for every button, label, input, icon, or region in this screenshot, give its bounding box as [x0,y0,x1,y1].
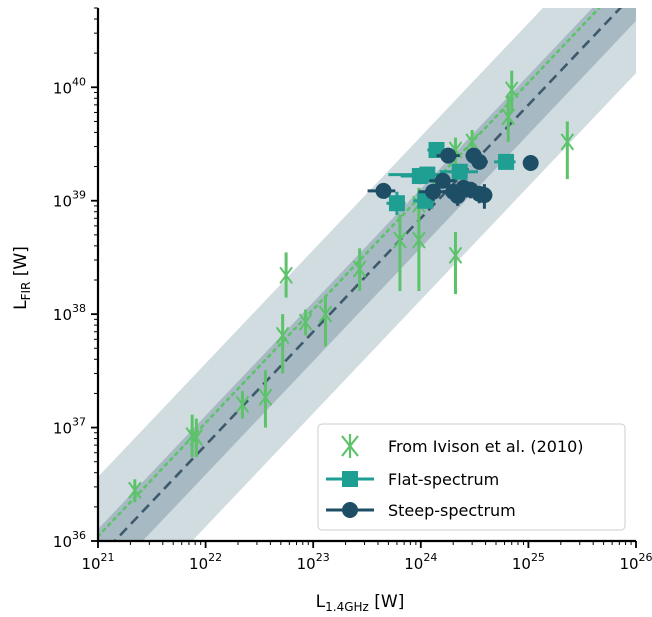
legend-marker-steep [342,502,358,518]
marker-x [560,132,575,151]
data-points [128,70,575,503]
point-steep-2 [429,172,456,189]
marker-circle [425,183,442,200]
marker-x [393,231,407,250]
series-steep [367,147,539,209]
legend-entry-steep: Steep-spectrum [326,501,516,520]
point-flat-2 [388,166,443,183]
point-ivison-4 [258,370,273,428]
marker-x [504,80,519,99]
x-tick-label: 1023 [297,551,330,573]
legend-marker-flat [342,471,358,487]
marker-x [258,388,273,407]
x-tick-label: 1024 [404,551,437,573]
marker-x [275,326,290,345]
marker-circle [471,153,488,170]
point-flat-0 [386,191,406,215]
marker-circle [440,147,457,164]
point-steep-3 [436,147,460,164]
legend-label-flat: Flat-spectrum [388,470,499,489]
point-ivison-0 [128,479,142,503]
marker-x [279,266,293,285]
point-ivison-10 [393,214,407,291]
point-ivison-6 [279,252,293,298]
point-ivison-13 [448,231,463,295]
x-tick-label: 1021 [81,551,114,573]
marker-circle [434,172,451,189]
x-axis-label: L1.4GHz [W] [316,592,405,614]
marker-x [352,260,367,279]
dashed-fit-line [112,8,623,541]
y-axis-ticks: 1036 1037 1038 1039 1040 [53,7,98,551]
point-ivison-2 [189,418,204,458]
legend-entry-flat: Flat-spectrum [326,470,499,489]
y-axis-label: LFIR [W] [11,246,33,310]
legend-label-ivison: From Ivison et al. (2010) [388,437,584,456]
point-ivison-18 [560,121,575,180]
marker-circle [476,187,493,204]
y-tick-label: 1036 [53,529,86,551]
point-ivison-7 [298,309,313,336]
marker-circle [522,155,539,172]
point-flat-5 [439,163,478,180]
x-tick-label: 1025 [512,551,545,573]
legend: From Ivison et al. (2010) Flat-spectrum … [317,423,626,531]
point-ivison-8 [318,295,333,347]
point-ivison-5 [275,314,290,374]
marker-square [419,166,436,183]
legend-box [317,423,626,531]
x-tick-label: 1026 [619,551,652,573]
point-flat-6 [494,153,516,170]
x-tick-label: 1022 [189,551,222,573]
marker-x [128,481,142,500]
legend-entry-ivison: From Ivison et al. (2010) [341,434,584,458]
legend-label-steep: Steep-spectrum [388,501,516,520]
point-ivison-17 [504,70,519,113]
x-axis-ticks: 1021 1022 1023 1024 1025 1026 [81,541,652,573]
marker-square [451,163,468,180]
point-steep-1 [418,183,446,201]
y-tick-label: 1037 [53,416,86,438]
marker-square [498,153,515,170]
legend-marker-ivison [341,434,359,458]
point-ivison-3 [235,391,250,419]
point-steep-9 [470,153,488,170]
y-tick-label: 1038 [53,302,86,324]
y-tick-label: 1040 [53,75,86,97]
point-ivison-11 [412,211,426,291]
marker-x [189,428,204,447]
marker-x [235,395,250,414]
marker-square [388,195,405,212]
marker-x [448,246,463,265]
point-steep-11 [475,184,493,209]
marker-circle [375,182,392,199]
marker-x [318,305,333,324]
marker-x [298,313,313,332]
marker-x [412,231,426,250]
y-tick-label: 1039 [53,189,86,211]
point-steep-0 [367,182,396,199]
point-steep-12 [522,155,539,172]
point-ivison-9 [352,248,367,291]
